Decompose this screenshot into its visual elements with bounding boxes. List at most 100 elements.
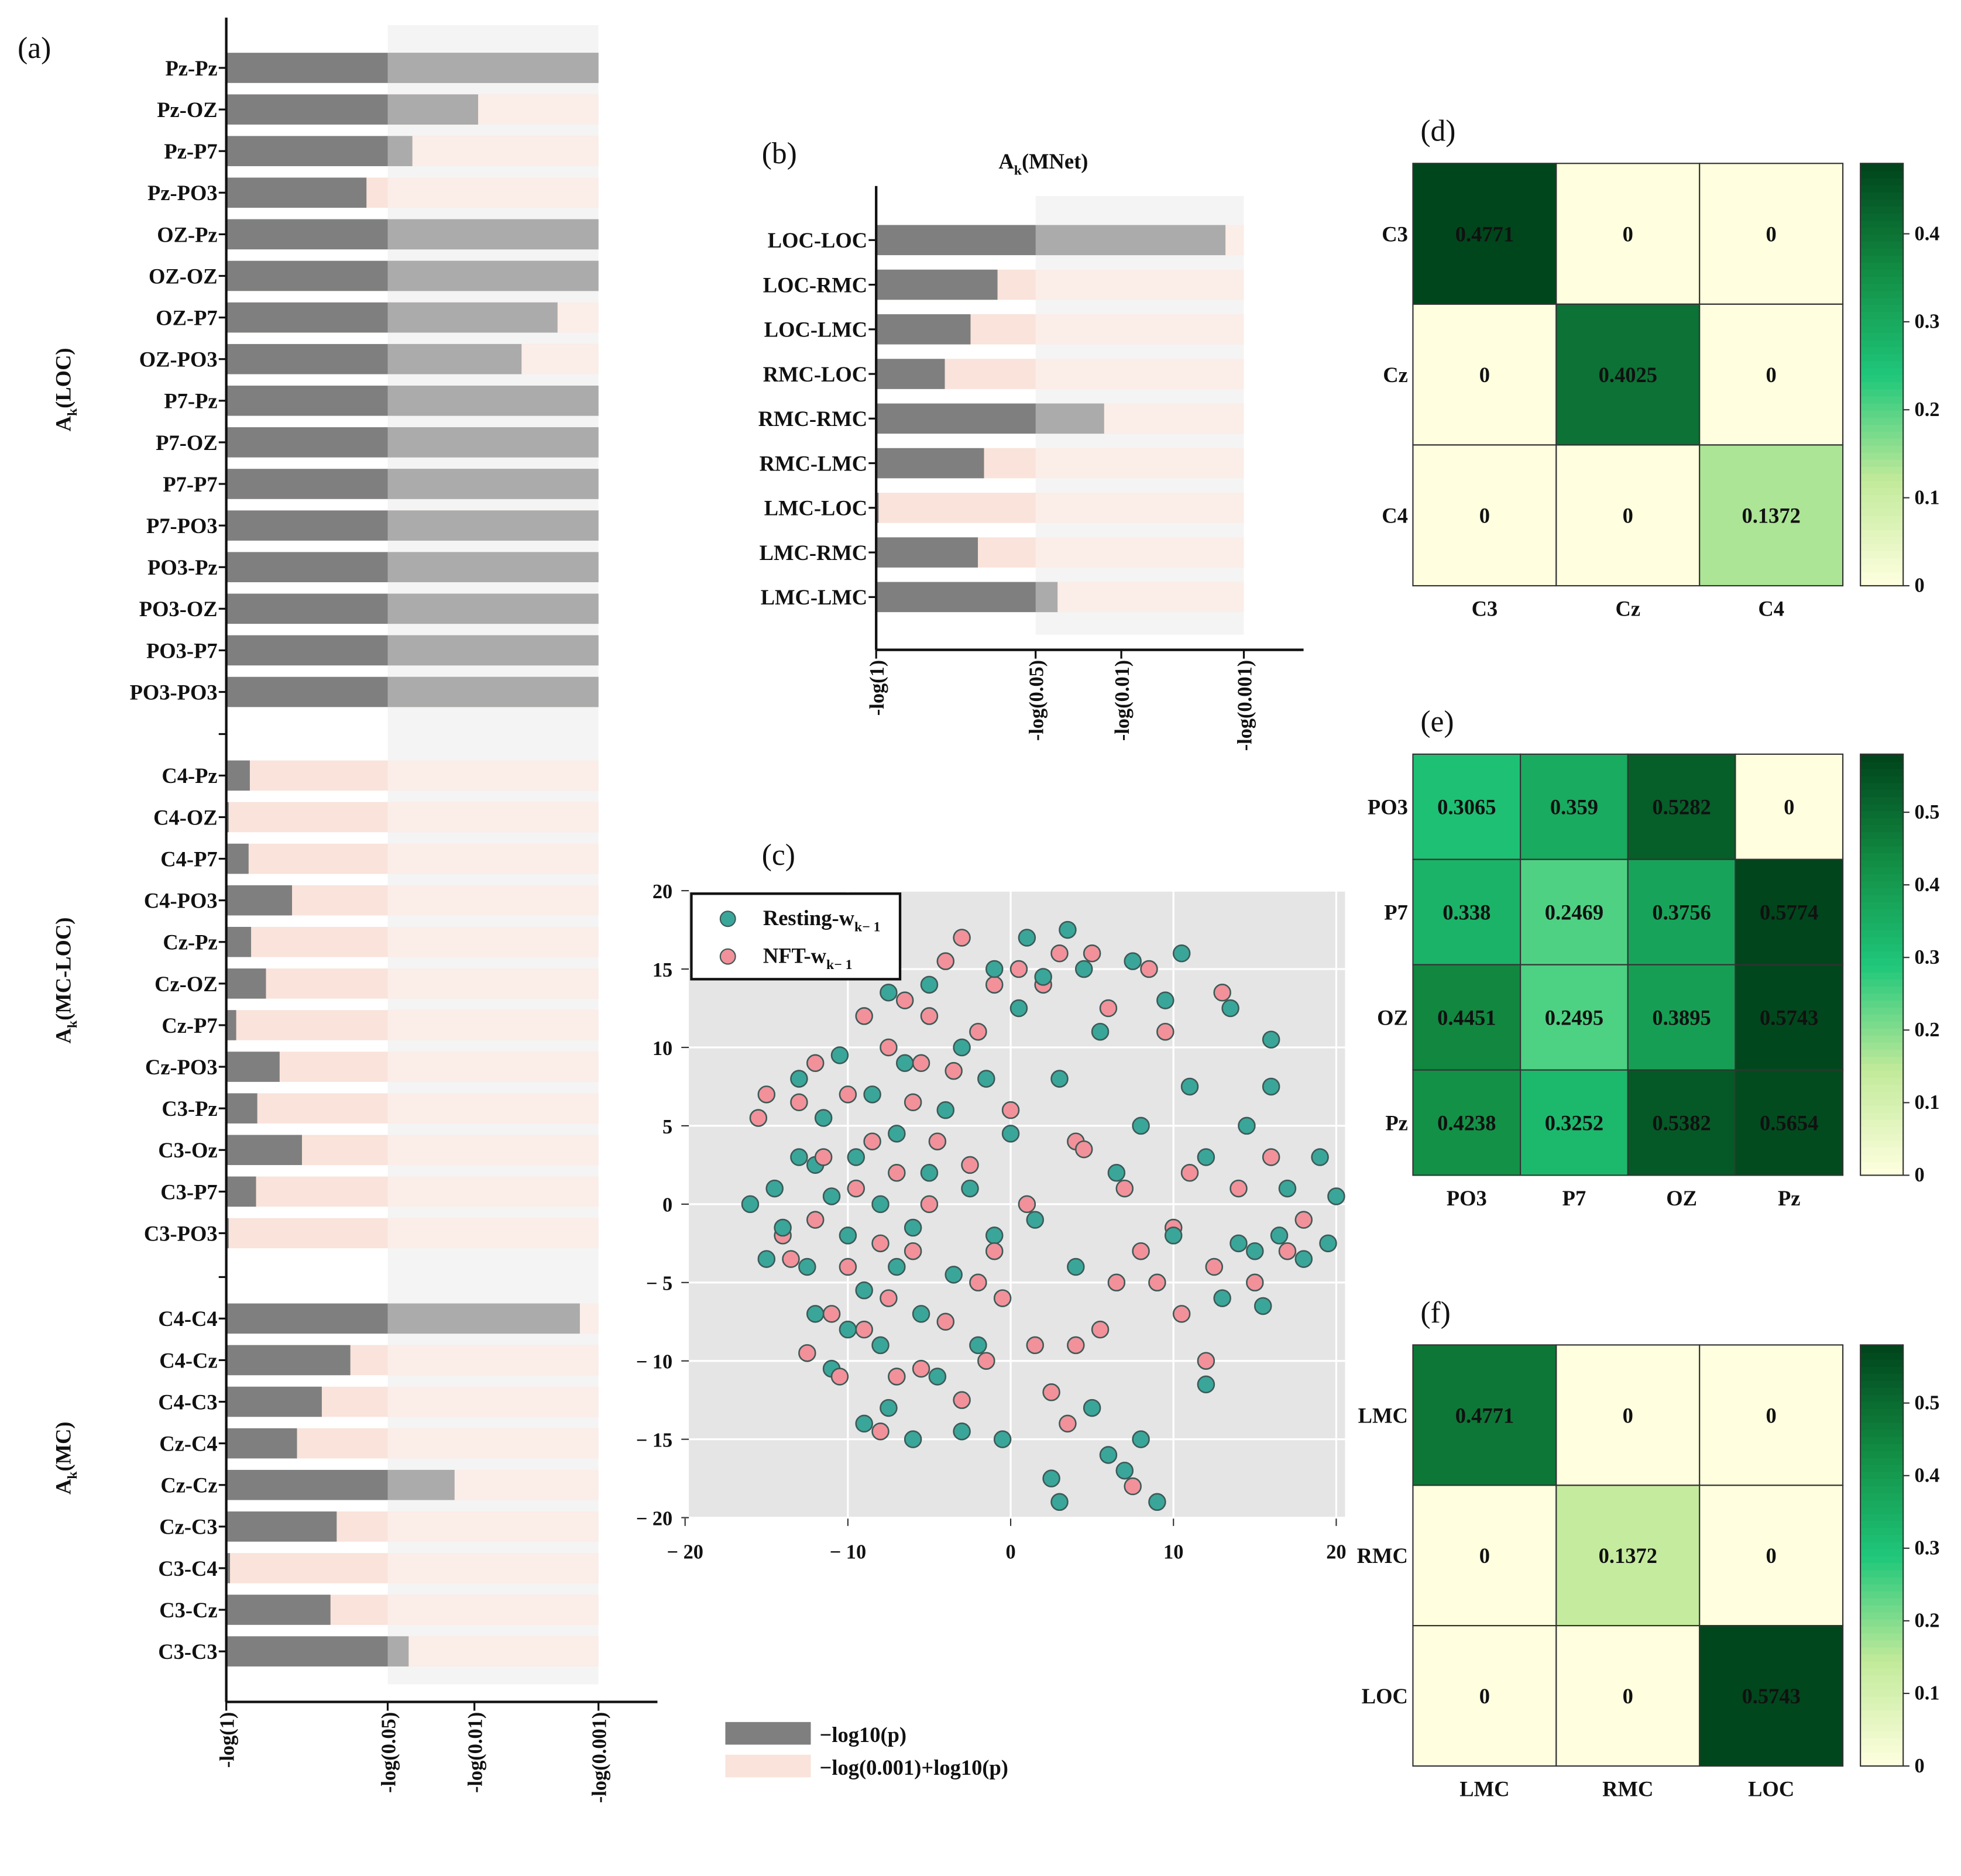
- heatmap-cell: [1412, 163, 1557, 305]
- colorbar-segment: [1860, 332, 1904, 341]
- point-resting: [1262, 1030, 1280, 1049]
- cell-value: 0: [1623, 504, 1633, 528]
- category-label: LOC-RMC: [763, 273, 867, 297]
- colorbar-tick-label: 0.2: [1915, 1610, 1940, 1632]
- cell-value: 0: [1479, 363, 1490, 387]
- point-nft: [1083, 944, 1101, 963]
- colorbar-segment: [1860, 1597, 1904, 1606]
- bar: [226, 552, 599, 582]
- colorbar-segment: [1860, 1745, 1904, 1753]
- point-nft: [855, 1007, 873, 1025]
- point-resting: [985, 1226, 1004, 1245]
- heatmap-cell: [1627, 1069, 1736, 1176]
- colorbar-segment: [1860, 1021, 1904, 1029]
- col-label: Pz: [1778, 1186, 1801, 1210]
- colorbar-segment: [1860, 1478, 1904, 1486]
- bar-overlay: [387, 219, 599, 250]
- x-tick-label: -log(0.001): [589, 1712, 611, 1803]
- point-nft: [961, 1156, 979, 1174]
- label-main: A: [51, 1028, 75, 1043]
- heatmap-cell: [1735, 964, 1844, 1071]
- cell-value: 0.1372: [1742, 504, 1800, 528]
- cell-value: 0.4771: [1455, 222, 1514, 246]
- colorbar-segment: [1860, 1548, 1904, 1557]
- point-nft: [1009, 960, 1028, 978]
- category-label: C4-P7: [160, 847, 217, 871]
- bar-legend: −log10(p) −log(0.001)+log10(p): [725, 1722, 1008, 1779]
- point-nft: [1059, 1414, 1077, 1433]
- colorbar-segment: [1860, 1689, 1904, 1697]
- bar: [876, 403, 1104, 434]
- heatmap-cell: [1699, 1344, 1844, 1486]
- point-nft: [1018, 1195, 1036, 1214]
- cell-value: 0: [1784, 795, 1794, 819]
- panel-label: (b): [762, 137, 797, 170]
- label-subscript: k: [65, 1020, 80, 1028]
- category-label: Pz-Pz: [165, 56, 217, 80]
- point-nft: [977, 1352, 995, 1370]
- bar-overlay: [1035, 314, 1244, 345]
- colorbar-segment: [1860, 1661, 1904, 1669]
- category-label: Pz-OZ: [157, 98, 217, 122]
- point-resting: [1164, 1226, 1183, 1245]
- bar-overlay: [387, 136, 599, 166]
- heatmap-cell: [1699, 444, 1844, 587]
- bar: [226, 760, 250, 791]
- colorbar-segment: [1860, 1161, 1904, 1169]
- colorbar-segment: [1860, 1098, 1904, 1106]
- point-nft: [863, 1132, 881, 1150]
- colorbar-segment: [1860, 1527, 1904, 1535]
- bar: [226, 1010, 236, 1040]
- row-label: Cz: [1383, 363, 1408, 387]
- point-nft: [1107, 1273, 1126, 1292]
- colorbar-segment: [1860, 1450, 1904, 1458]
- colorbar-segment: [1860, 1359, 1904, 1367]
- point-nft: [1156, 1022, 1174, 1041]
- heatmap-cell: [1555, 444, 1701, 587]
- colorbar-segment: [1860, 971, 1904, 980]
- point-resting: [895, 1054, 914, 1073]
- colorbar-segment: [1860, 1457, 1904, 1465]
- point-resting: [1001, 1125, 1020, 1143]
- point-nft: [1262, 1148, 1280, 1166]
- x-tick-label: -log(0.05): [377, 1712, 400, 1793]
- point-resting: [1278, 1179, 1297, 1198]
- bar: [226, 843, 249, 874]
- colorbar-tick-label: 0: [1915, 1755, 1925, 1777]
- colorbar-segment: [1860, 466, 1904, 474]
- category-label: C4-OZ: [153, 805, 218, 829]
- colorbar-segment: [1860, 543, 1904, 552]
- bar-overlay: [387, 469, 599, 499]
- point-nft: [1140, 960, 1158, 978]
- cell-value: 0.3065: [1437, 795, 1496, 819]
- bar: [226, 469, 599, 499]
- category-label: LOC-LOC: [768, 228, 867, 252]
- colorbar-segment: [1860, 269, 1904, 277]
- point-nft: [1172, 1305, 1191, 1323]
- colorbar-segment: [1860, 1668, 1904, 1676]
- point-resting: [904, 1218, 922, 1237]
- colorbar-segment: [1860, 852, 1904, 861]
- colorbar-segment: [1860, 796, 1904, 805]
- bar: [876, 269, 998, 300]
- bar-overlay: [387, 1010, 599, 1040]
- colorbar-tick-label: 0.1: [1915, 1091, 1940, 1114]
- x-tick-label: 0: [1005, 1541, 1015, 1564]
- point-resting: [1156, 991, 1174, 1009]
- row-label: C3: [1382, 222, 1408, 246]
- point-resting: [1197, 1375, 1215, 1394]
- point-resting: [814, 1109, 833, 1127]
- point-resting: [1148, 1493, 1166, 1511]
- label-subscript: k− 1: [854, 920, 881, 935]
- point-nft: [798, 1344, 816, 1362]
- colorbar-segment: [1860, 205, 1904, 214]
- heatmap-cell: [1412, 964, 1522, 1071]
- colorbar-segment: [1860, 789, 1904, 798]
- bar-overlay: [387, 926, 599, 957]
- colorbar-segment: [1860, 1056, 1904, 1064]
- category-label: C3-PO3: [144, 1221, 218, 1245]
- bar-overlay: [387, 1303, 599, 1334]
- cell-value: 0.3895: [1652, 1005, 1711, 1029]
- bar: [226, 1135, 302, 1166]
- bar: [226, 302, 558, 333]
